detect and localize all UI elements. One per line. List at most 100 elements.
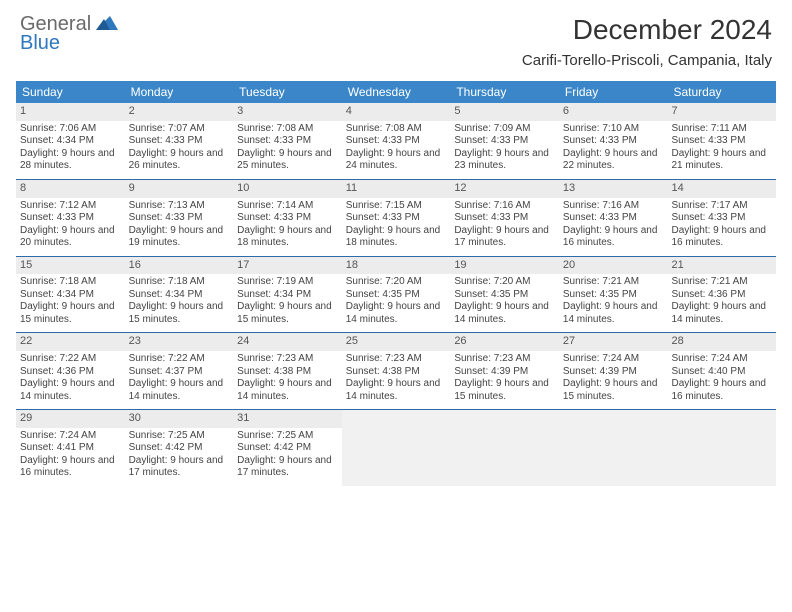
empty-cell xyxy=(559,410,668,486)
day-number: 10 xyxy=(233,180,342,198)
daylight-text: Daylight: 9 hours and 15 minutes. xyxy=(20,301,121,326)
day-number: 25 xyxy=(342,333,451,351)
sunrise-text: Sunrise: 7:16 AM xyxy=(563,200,664,213)
day-cell: 14Sunrise: 7:17 AMSunset: 4:33 PMDayligh… xyxy=(667,180,776,256)
daylight-text: Daylight: 9 hours and 14 minutes. xyxy=(237,378,338,403)
daylight-text: Daylight: 9 hours and 17 minutes. xyxy=(129,455,230,480)
day-cell: 4Sunrise: 7:08 AMSunset: 4:33 PMDaylight… xyxy=(342,103,451,179)
sunrise-text: Sunrise: 7:16 AM xyxy=(454,200,555,213)
sunrise-text: Sunrise: 7:20 AM xyxy=(346,276,447,289)
day-cell: 13Sunrise: 7:16 AMSunset: 4:33 PMDayligh… xyxy=(559,180,668,256)
day-number: 22 xyxy=(16,333,125,351)
day-cell: 27Sunrise: 7:24 AMSunset: 4:39 PMDayligh… xyxy=(559,333,668,409)
sunrise-text: Sunrise: 7:12 AM xyxy=(20,200,121,213)
sunset-text: Sunset: 4:34 PM xyxy=(20,135,121,148)
sunset-text: Sunset: 4:34 PM xyxy=(129,289,230,302)
sunrise-text: Sunrise: 7:18 AM xyxy=(20,276,121,289)
day-number: 11 xyxy=(342,180,451,198)
sunset-text: Sunset: 4:33 PM xyxy=(346,212,447,225)
day-cell: 1Sunrise: 7:06 AMSunset: 4:34 PMDaylight… xyxy=(16,103,125,179)
sunrise-text: Sunrise: 7:23 AM xyxy=(237,353,338,366)
day-number: 8 xyxy=(16,180,125,198)
sunrise-text: Sunrise: 7:22 AM xyxy=(20,353,121,366)
sunrise-text: Sunrise: 7:24 AM xyxy=(563,353,664,366)
day-number: 2 xyxy=(125,103,234,121)
day-number: 19 xyxy=(450,257,559,275)
page-title: December 2024 xyxy=(522,14,772,46)
dow-monday: Monday xyxy=(125,81,234,103)
sunrise-text: Sunrise: 7:08 AM xyxy=(346,123,447,136)
week-row: 29Sunrise: 7:24 AMSunset: 4:41 PMDayligh… xyxy=(16,409,776,486)
day-cell: 7Sunrise: 7:11 AMSunset: 4:33 PMDaylight… xyxy=(667,103,776,179)
daylight-text: Daylight: 9 hours and 15 minutes. xyxy=(563,378,664,403)
logo: General Blue xyxy=(20,14,118,53)
sunset-text: Sunset: 4:36 PM xyxy=(20,366,121,379)
sunset-text: Sunset: 4:33 PM xyxy=(129,135,230,148)
daylight-text: Daylight: 9 hours and 23 minutes. xyxy=(454,148,555,173)
weeks-container: 1Sunrise: 7:06 AMSunset: 4:34 PMDaylight… xyxy=(16,103,776,486)
daylight-text: Daylight: 9 hours and 16 minutes. xyxy=(671,225,772,250)
daylight-text: Daylight: 9 hours and 19 minutes. xyxy=(129,225,230,250)
day-number: 24 xyxy=(233,333,342,351)
day-number: 27 xyxy=(559,333,668,351)
day-number: 16 xyxy=(125,257,234,275)
header: General Blue December 2024 Carifi-Torell… xyxy=(0,0,792,73)
day-cell: 21Sunrise: 7:21 AMSunset: 4:36 PMDayligh… xyxy=(667,257,776,333)
sunset-text: Sunset: 4:37 PM xyxy=(129,366,230,379)
day-number: 29 xyxy=(16,410,125,428)
day-cell: 31Sunrise: 7:25 AMSunset: 4:42 PMDayligh… xyxy=(233,410,342,486)
day-cell: 19Sunrise: 7:20 AMSunset: 4:35 PMDayligh… xyxy=(450,257,559,333)
sunset-text: Sunset: 4:33 PM xyxy=(237,212,338,225)
daylight-text: Daylight: 9 hours and 14 minutes. xyxy=(20,378,121,403)
dow-sunday: Sunday xyxy=(16,81,125,103)
day-number: 6 xyxy=(559,103,668,121)
day-number: 1 xyxy=(16,103,125,121)
day-number: 13 xyxy=(559,180,668,198)
sunrise-text: Sunrise: 7:24 AM xyxy=(20,430,121,443)
sunrise-text: Sunrise: 7:10 AM xyxy=(563,123,664,136)
sunrise-text: Sunrise: 7:11 AM xyxy=(671,123,772,136)
day-of-week-header: Sunday Monday Tuesday Wednesday Thursday… xyxy=(16,81,776,103)
sunset-text: Sunset: 4:33 PM xyxy=(454,135,555,148)
day-cell: 15Sunrise: 7:18 AMSunset: 4:34 PMDayligh… xyxy=(16,257,125,333)
day-cell: 25Sunrise: 7:23 AMSunset: 4:38 PMDayligh… xyxy=(342,333,451,409)
daylight-text: Daylight: 9 hours and 18 minutes. xyxy=(237,225,338,250)
day-number: 14 xyxy=(667,180,776,198)
day-number: 3 xyxy=(233,103,342,121)
week-row: 22Sunrise: 7:22 AMSunset: 4:36 PMDayligh… xyxy=(16,332,776,409)
dow-friday: Friday xyxy=(559,81,668,103)
day-cell: 5Sunrise: 7:09 AMSunset: 4:33 PMDaylight… xyxy=(450,103,559,179)
sunset-text: Sunset: 4:33 PM xyxy=(20,212,121,225)
dow-saturday: Saturday xyxy=(667,81,776,103)
sunrise-text: Sunrise: 7:23 AM xyxy=(346,353,447,366)
sunrise-text: Sunrise: 7:08 AM xyxy=(237,123,338,136)
day-number: 12 xyxy=(450,180,559,198)
day-cell: 8Sunrise: 7:12 AMSunset: 4:33 PMDaylight… xyxy=(16,180,125,256)
day-cell: 28Sunrise: 7:24 AMSunset: 4:40 PMDayligh… xyxy=(667,333,776,409)
week-row: 1Sunrise: 7:06 AMSunset: 4:34 PMDaylight… xyxy=(16,103,776,179)
location-subtitle: Carifi-Torello-Priscoli, Campania, Italy xyxy=(522,52,772,69)
sunset-text: Sunset: 4:35 PM xyxy=(454,289,555,302)
sunset-text: Sunset: 4:33 PM xyxy=(671,135,772,148)
sunrise-text: Sunrise: 7:19 AM xyxy=(237,276,338,289)
daylight-text: Daylight: 9 hours and 14 minutes. xyxy=(671,301,772,326)
day-cell: 10Sunrise: 7:14 AMSunset: 4:33 PMDayligh… xyxy=(233,180,342,256)
day-number: 7 xyxy=(667,103,776,121)
day-cell: 16Sunrise: 7:18 AMSunset: 4:34 PMDayligh… xyxy=(125,257,234,333)
daylight-text: Daylight: 9 hours and 14 minutes. xyxy=(346,378,447,403)
empty-cell xyxy=(450,410,559,486)
daylight-text: Daylight: 9 hours and 15 minutes. xyxy=(237,301,338,326)
day-number: 31 xyxy=(233,410,342,428)
sunrise-text: Sunrise: 7:07 AM xyxy=(129,123,230,136)
logo-text-block: General Blue xyxy=(20,14,118,53)
sunset-text: Sunset: 4:42 PM xyxy=(129,442,230,455)
sunset-text: Sunset: 4:34 PM xyxy=(237,289,338,302)
daylight-text: Daylight: 9 hours and 14 minutes. xyxy=(563,301,664,326)
day-cell: 3Sunrise: 7:08 AMSunset: 4:33 PMDaylight… xyxy=(233,103,342,179)
sunrise-text: Sunrise: 7:15 AM xyxy=(346,200,447,213)
sunrise-text: Sunrise: 7:25 AM xyxy=(129,430,230,443)
day-cell: 9Sunrise: 7:13 AMSunset: 4:33 PMDaylight… xyxy=(125,180,234,256)
daylight-text: Daylight: 9 hours and 28 minutes. xyxy=(20,148,121,173)
daylight-text: Daylight: 9 hours and 14 minutes. xyxy=(129,378,230,403)
day-cell: 22 Sunrise: 7:22 AMSunset: 4:36 PMDayligh… xyxy=(16,333,125,409)
